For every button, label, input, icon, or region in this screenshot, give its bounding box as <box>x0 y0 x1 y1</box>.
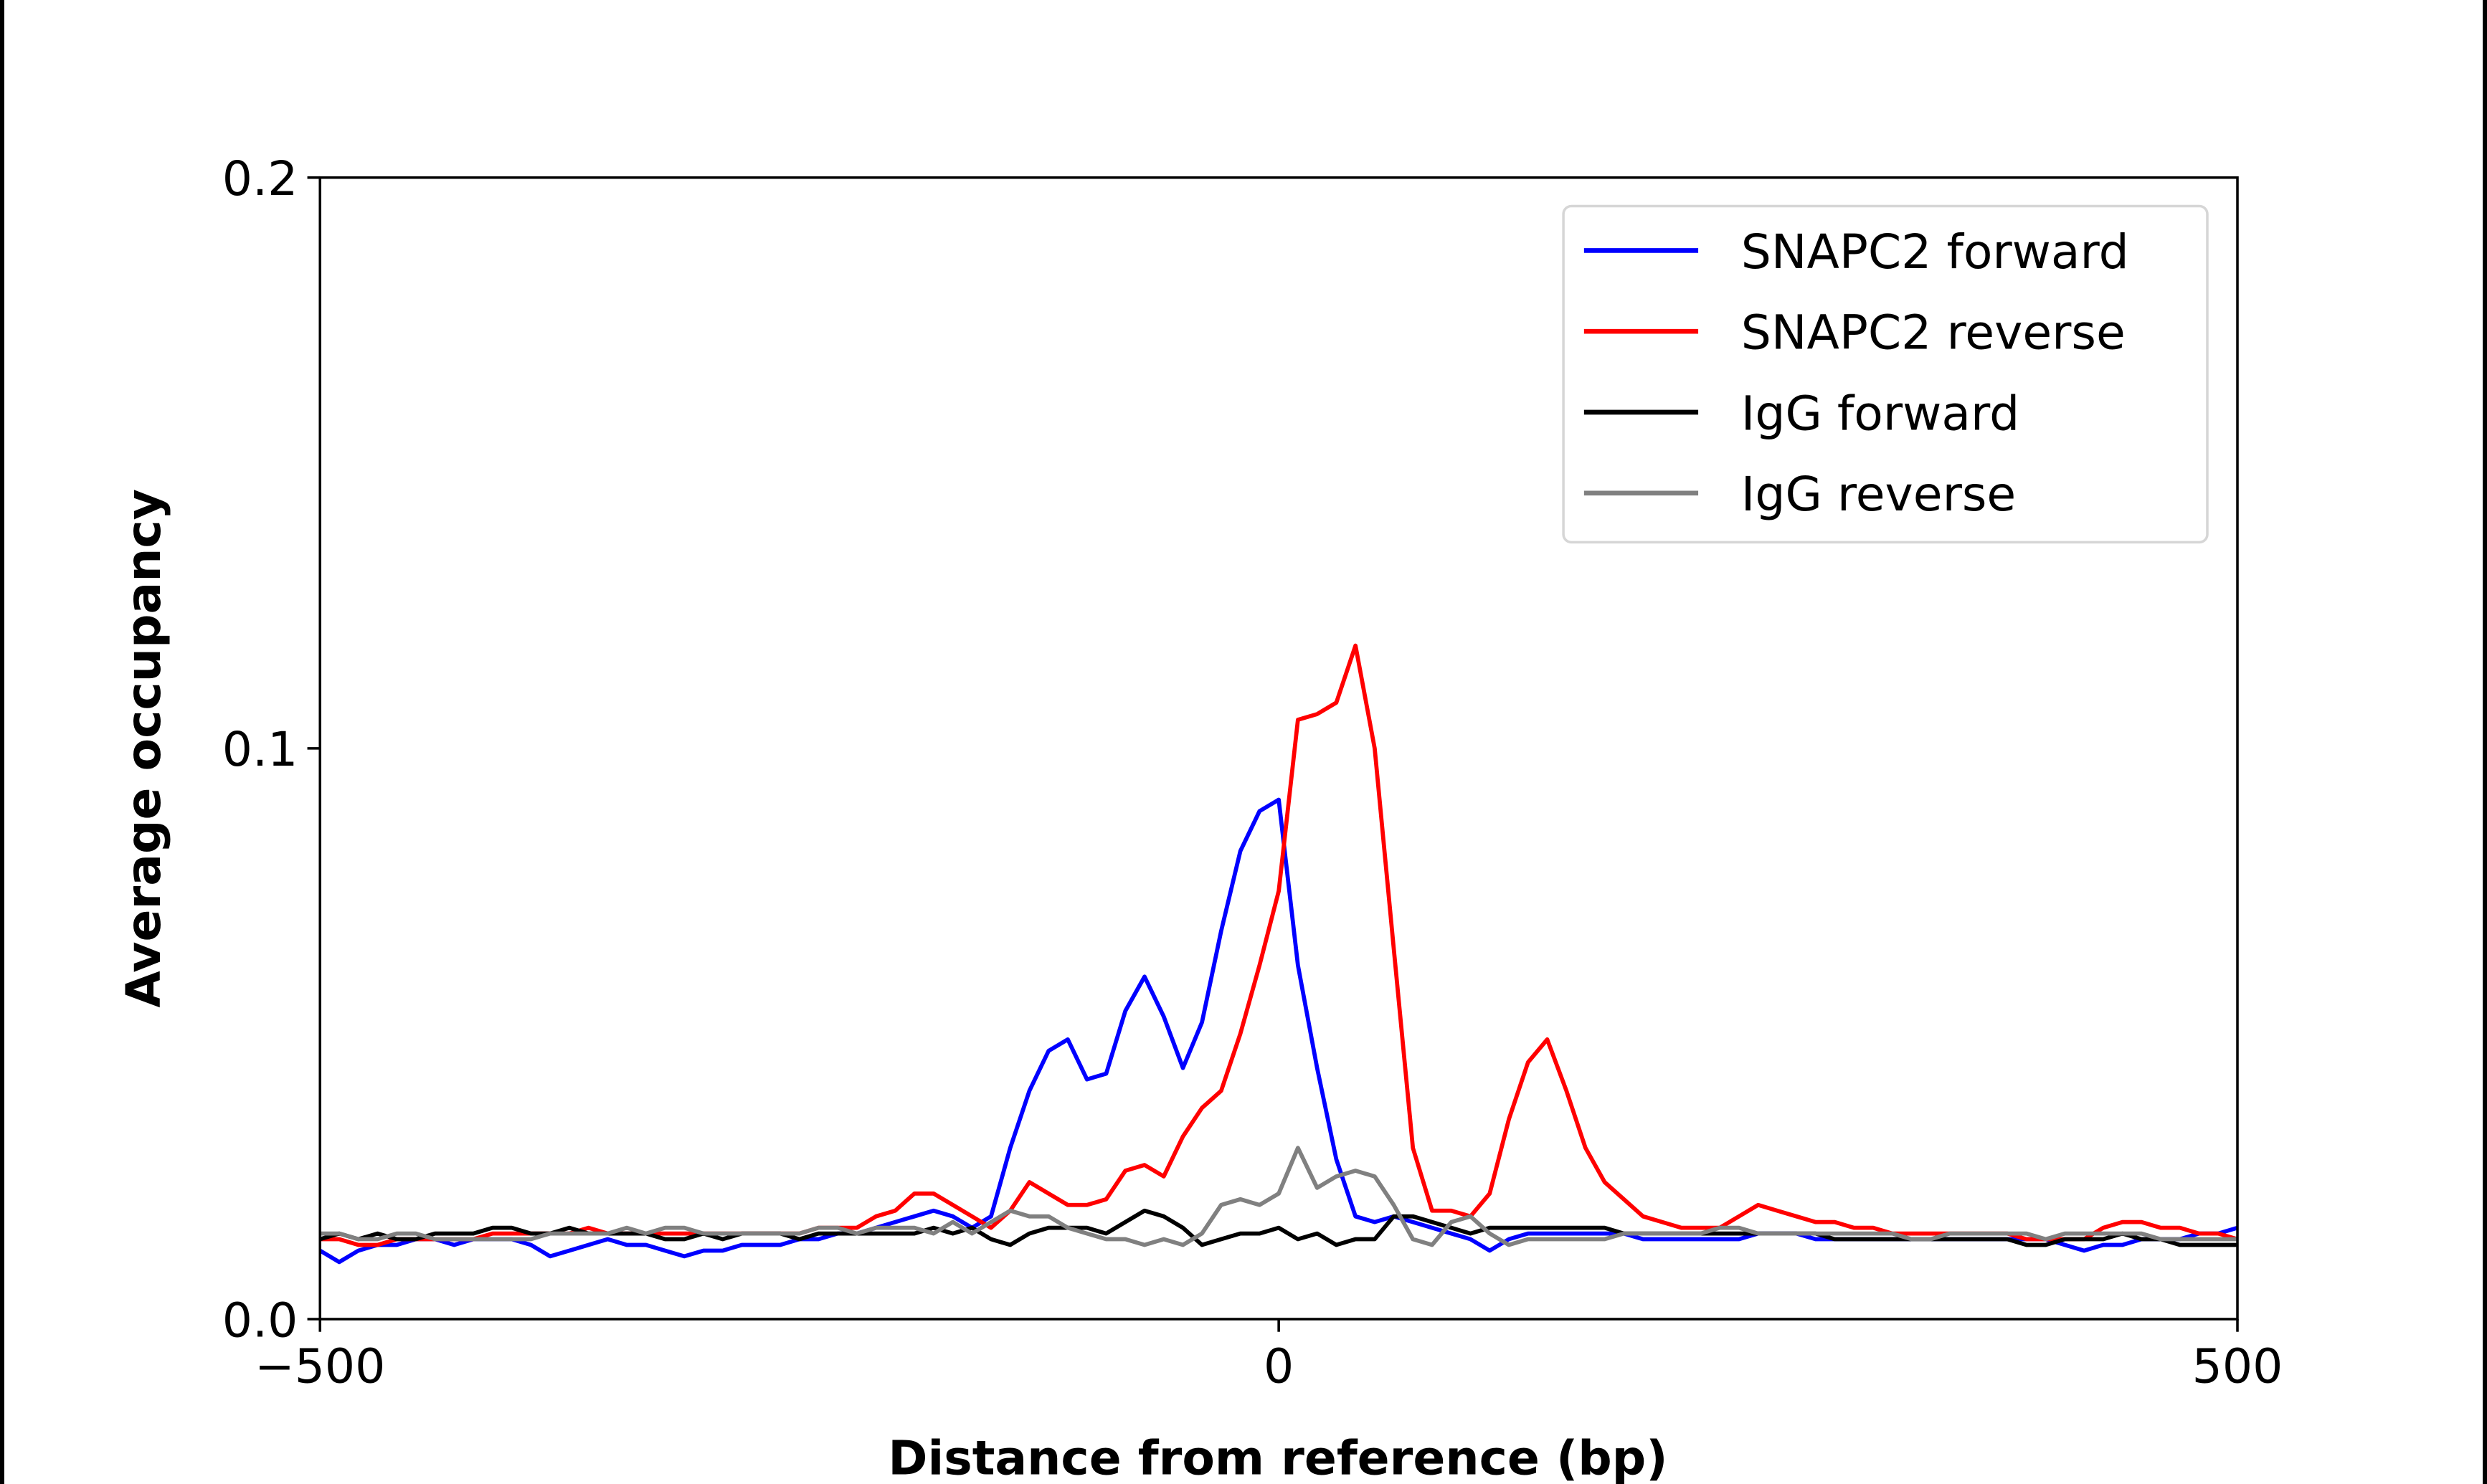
legend-label: IgG forward <box>1741 385 2019 441</box>
y-tick-label: 0.2 <box>222 151 298 206</box>
legend-label: SNAPC2 reverse <box>1741 305 2126 361</box>
y-axis-label: Average occupancy <box>115 489 171 1008</box>
x-tick-label: −500 <box>255 1338 385 1394</box>
line-chart: −500 0 500 0.0 0.1 0.2 Distance from referenc… <box>115 151 2283 1484</box>
y-tick-label: 0.0 <box>222 1292 298 1348</box>
legend-box <box>1562 204 2209 544</box>
axis-ticks: −500 0 500 0.0 0.1 0.2 <box>222 151 2283 1394</box>
series-line-snapc2-reverse <box>320 643 2238 1247</box>
x-tick-label: 0 <box>1264 1338 1294 1394</box>
series-lines <box>318 643 2238 1265</box>
series-line-igg-reverse <box>320 1146 2238 1247</box>
legend: SNAPC2 forward SNAPC2 reverse IgG forward I… <box>1562 204 2209 544</box>
x-tick-label: 500 <box>2192 1338 2283 1394</box>
y-tick-label: 0.1 <box>222 721 298 777</box>
legend-label: IgG reverse <box>1741 466 2016 522</box>
legend-label: SNAPC2 forward <box>1741 224 2129 280</box>
x-axis-label: Distance from reference (bp) <box>888 1430 1667 1484</box>
